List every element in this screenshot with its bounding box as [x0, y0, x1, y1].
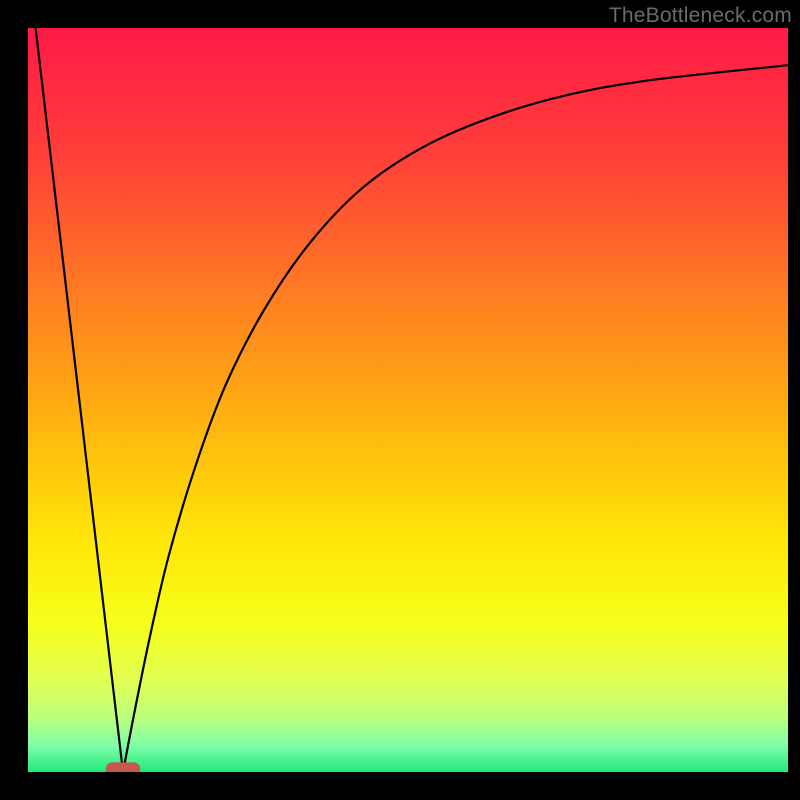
gradient-background: [28, 28, 788, 772]
watermark-text: TheBottleneck.com: [609, 4, 792, 28]
minimum-marker: [106, 762, 140, 772]
chart-container: TheBottleneck.com: [0, 0, 800, 800]
chart-svg: [28, 28, 788, 772]
plot-area: [28, 28, 788, 772]
